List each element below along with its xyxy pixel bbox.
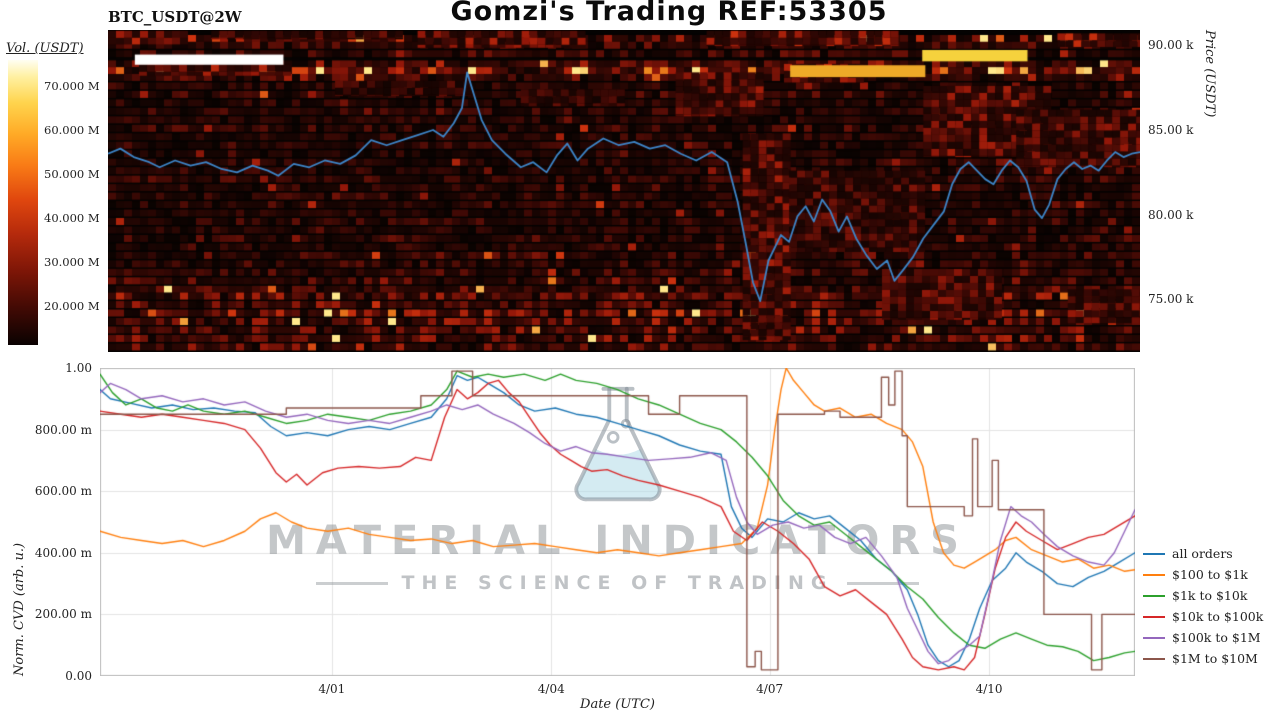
legend-item: $10k to $100k <box>1143 608 1263 625</box>
page-title: Gomzi's Trading REF:53305 <box>450 0 888 27</box>
price-axis-tick-label: 75.00 k <box>1148 292 1194 307</box>
price-axis-tick-label: 80.00 k <box>1148 207 1194 222</box>
colorbar-tick-label: 70.000 M <box>44 79 100 94</box>
legend-swatch <box>1143 636 1165 639</box>
colorbar-tick-label: 30.000 M <box>44 254 100 269</box>
legend-item: $100 to $1k <box>1143 566 1263 583</box>
colorbar-tick-label: 20.000 M <box>44 298 100 313</box>
legend-swatch <box>1143 573 1165 576</box>
legend-item: $1k to $10k <box>1143 587 1263 604</box>
legend-label: $100 to $1k <box>1172 567 1248 582</box>
price-heatmap-canvas <box>108 30 1140 352</box>
symbol-label: BTC_USDT@2W <box>108 8 242 26</box>
legend-item: $1M to $10M <box>1143 650 1263 667</box>
colorbar-tick-label: 50.000 M <box>44 167 100 181</box>
legend-label: $1k to $10k <box>1172 588 1248 603</box>
cvd-x-tick-label: 4/01 <box>318 682 346 696</box>
cvd-x-tick-label: 4/07 <box>756 682 784 696</box>
legend-label: $10k to $100k <box>1172 609 1264 624</box>
legend-swatch <box>1143 552 1165 555</box>
price-axis-tick-label: 90.00 k <box>1148 38 1194 53</box>
colorbar-tick-label: 40.000 M <box>44 210 100 225</box>
legend-item: all orders <box>1143 545 1263 562</box>
cvd-y-axis-title: Norm. CVD (arb. u.) <box>12 542 27 676</box>
legend-swatch <box>1143 657 1165 660</box>
colorbar-tick-label: 60.000 M <box>44 123 100 138</box>
legend-label: all orders <box>1172 546 1233 561</box>
price-heatmap <box>108 30 1140 352</box>
volume-colorbar <box>8 60 38 345</box>
legend-label: $1M to $10M <box>1172 651 1258 666</box>
legend-swatch <box>1143 615 1165 618</box>
cvd-lines-canvas <box>100 368 1135 676</box>
price-axis-tick-label: 85.00 k <box>1148 122 1194 137</box>
cvd-x-axis-title: Date (UTC) <box>580 697 655 712</box>
price-axis-title: Price (USDT) <box>1202 30 1217 118</box>
legend-label: $100k to $1M <box>1172 630 1261 645</box>
cvd-x-tick-label: 4/10 <box>975 682 1003 696</box>
colorbar-title: Vol. (USDT) <box>6 41 84 56</box>
cvd-chart: MATERIAL INDICATORS THE SCIENCE OF TRADI… <box>100 368 1135 676</box>
cvd-x-tick-label: 4/04 <box>537 682 565 696</box>
legend-swatch <box>1143 594 1165 597</box>
legend: all orders $100 to $1k $1k to $10k $10k to … <box>1143 545 1263 667</box>
legend-item: $100k to $1M <box>1143 629 1263 646</box>
